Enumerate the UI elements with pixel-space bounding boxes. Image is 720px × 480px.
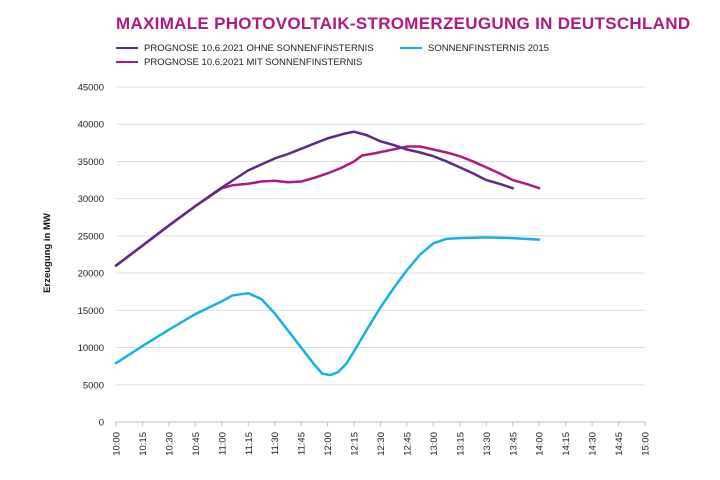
x-tick-label: 14:30 (588, 432, 599, 456)
y-tick-label: 25000 (78, 231, 104, 242)
legend-swatch-ohne (116, 46, 138, 50)
x-tick-label: 13:00 (429, 432, 440, 456)
x-tick-label: 13:15 (455, 432, 466, 456)
x-tick-label: 10:30 (164, 432, 175, 456)
y-tick-label: 10000 (78, 343, 104, 354)
x-tick-label: 11:45 (297, 432, 308, 455)
x-tick-label: 10:45 (191, 432, 202, 456)
x-tick-label: 15:00 (641, 432, 652, 456)
x-tick-label: 10:00 (112, 432, 123, 456)
x-tick-label: 12:00 (323, 432, 334, 456)
legend-item-2015: SONNENFINSTERNIS 2015 (400, 42, 549, 54)
legend-item-ohne: PROGNOSE 10.6.2021 OHNE SONNENFINSTERNIS (116, 42, 374, 54)
x-tick-label: 13:30 (482, 432, 493, 456)
legend-label-ohne: PROGNOSE 10.6.2021 OHNE SONNENFINSTERNIS (144, 42, 374, 54)
x-tick-label: 12:45 (402, 432, 413, 456)
x-axis: 10:00 10:15 10:30 10:45 11:00 11:15 11:30 11:45… (112, 422, 652, 456)
series-line-2 (114, 236, 541, 377)
x-tick-label: 11:30 (270, 432, 281, 455)
x-tick-label: 11:00 (217, 432, 228, 455)
series-line-1 (114, 145, 541, 267)
x-tick-label: 14:00 (535, 432, 546, 456)
x-tick-label: 13:45 (508, 432, 519, 456)
legend-label-2015: SONNENFINSTERNIS 2015 (428, 42, 549, 54)
legend-item-mit: PROGNOSE 10.6.2021 MIT SONNENFINSTERNIS (116, 56, 362, 68)
series-lines (114, 130, 541, 377)
legend-label-mit: PROGNOSE 10.6.2021 MIT SONNENFINSTERNIS (144, 56, 363, 68)
x-tick-label: 11:15 (244, 432, 255, 455)
y-tick-label: 40000 (78, 120, 104, 131)
y-tick-label: 35000 (78, 157, 104, 168)
y-tick-label: 30000 (78, 194, 104, 205)
chart-title: MAXIMALE PHOTOVOLTAIK-STROMERZEUGUNG IN … (116, 14, 691, 33)
x-tick-label: 14:45 (614, 432, 625, 456)
y-tick-label: 5000 (83, 380, 104, 391)
x-tick-label: 14:15 (561, 432, 572, 456)
x-tick-label: 10:15 (138, 432, 149, 456)
grid (116, 86, 645, 423)
series-line-0 (114, 130, 514, 267)
y-tick-label: 45000 (78, 83, 104, 94)
y-tick-label: 20000 (78, 269, 104, 280)
legend-swatch-2015 (400, 46, 422, 50)
x-tick-label: 12:15 (350, 432, 361, 456)
x-tick-label: 12:30 (376, 432, 387, 456)
legend-swatch-mit (116, 60, 138, 64)
y-axis-label: Erzeugung in MW (42, 213, 53, 293)
y-tick-label: 15000 (78, 306, 104, 317)
y-axis: 0 5000 10000 15000 20000 25000 30000 35000 40000… (78, 83, 104, 429)
y-tick-label: 0 (99, 418, 104, 429)
